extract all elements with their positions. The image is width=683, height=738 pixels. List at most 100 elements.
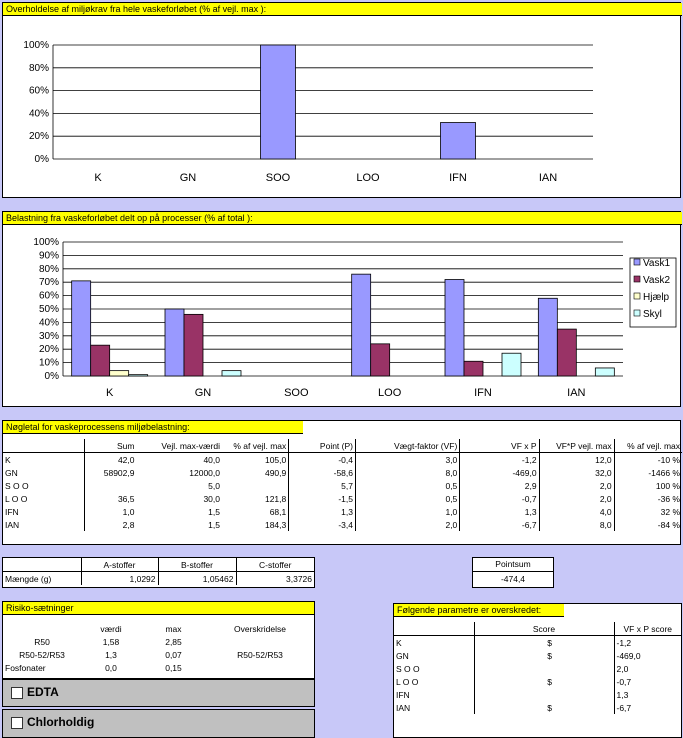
table-cell: 0,5	[355, 479, 461, 492]
table-cell: 40,0	[136, 452, 222, 466]
x-tick-label: K	[94, 172, 102, 184]
table-cell: GN	[3, 466, 85, 479]
y-tick-label: 100%	[33, 237, 59, 248]
table-cell: 0,15	[165, 662, 182, 673]
table-cell: 4,0	[539, 505, 615, 518]
table-cell: $	[547, 637, 552, 648]
chlorholdig-checkbox[interactable]	[11, 716, 23, 729]
table-row: IAN 2,8 1,5 184,3 -3,4 2,0 -6,7 8,0 -84 %	[3, 518, 682, 531]
table-cell: 105,0	[222, 452, 290, 466]
x-tick-label: IAN	[539, 172, 557, 184]
bar	[109, 370, 130, 377]
table-cell: 8,0	[539, 518, 615, 531]
header-cell: Point (P)	[288, 439, 356, 453]
key-figures-table: Sum Vejl. max-værdi % af vejl. max Point…	[3, 439, 682, 531]
table-cell: $	[547, 702, 552, 713]
spacer-cell	[554, 675, 615, 688]
x-tick-label: K	[106, 387, 114, 399]
table-cell: $	[547, 650, 552, 661]
table-cell: IFN	[394, 688, 475, 701]
x-tick-label: LOO	[378, 387, 402, 399]
bar	[128, 374, 149, 377]
table-cell: 12000,0	[189, 467, 220, 478]
key-figures-panel: Nøgletal for vaskeprocessens miljøbelast…	[2, 420, 682, 545]
table-row: R50 1,58 2,85	[3, 635, 314, 648]
table-cell: -6,7	[459, 518, 540, 531]
table-cell: 68,1	[222, 505, 290, 518]
edta-checkbox[interactable]	[11, 686, 23, 699]
x-tick-label: SOO	[266, 172, 291, 184]
table-cell	[474, 688, 554, 701]
y-tick-label: 40%	[39, 317, 59, 328]
stoffer-header: C-stoffer	[236, 558, 314, 572]
table-cell: 1,3	[105, 649, 117, 660]
key-figures-title: Nøgletal for vaskeprocessens miljøbelast…	[3, 421, 303, 434]
table-cell: -36 %	[657, 493, 680, 504]
table-cell: 490,9	[222, 466, 290, 479]
table-row: IFN 1,0 1,5 68,1 1,3 1,0 1,3 4,0 32 %	[3, 505, 682, 518]
table-cell: -1,5	[288, 492, 356, 505]
risiko-header	[3, 622, 81, 635]
table-cell: 32 %	[660, 506, 680, 517]
table-cell: 1,3	[459, 505, 540, 518]
table-row: K $ -1,2	[394, 635, 681, 649]
table-cell: 2,0	[539, 492, 615, 505]
table-cell: L O O	[394, 675, 475, 688]
table-row: S O O 5,0 5,7 0,5 2,9 2,0 100 %	[3, 479, 682, 492]
stoffer-row: Mængde (g) 1,0292 1,05462 3,3726	[3, 571, 314, 585]
y-tick-label: 0%	[35, 154, 50, 165]
table-cell: 5,0	[208, 480, 220, 491]
table-row: IAN $ -6,7	[394, 701, 681, 714]
x-tick-label: IFN	[474, 387, 492, 399]
chart1-panel: Overholdelse af miljøkrav fra hele vaske…	[2, 2, 682, 198]
table-cell: -469,0	[459, 466, 540, 479]
y-tick-label: 40%	[29, 108, 49, 119]
stoffer-table: A-stoffer B-stoffer C-stoffer Mængde (g)…	[3, 558, 314, 585]
edta-checkbox-row[interactable]: EDTA	[2, 679, 315, 707]
table-cell: 121,8	[222, 492, 290, 505]
y-tick-label: 80%	[29, 63, 49, 74]
stoffer-panel: A-stoffer B-stoffer C-stoffer Mængde (g)…	[2, 557, 315, 588]
table-cell: K	[3, 452, 85, 466]
pointsum-panel: Pointsum -474,4	[472, 557, 554, 588]
bar	[370, 343, 391, 377]
chlorholdig-checkbox-row[interactable]: Chlorholdig	[2, 709, 315, 738]
x-tick-label: GN	[195, 387, 212, 399]
table-cell: 36,5	[117, 493, 135, 504]
header-cell	[3, 439, 85, 453]
chart1-title: Overholdelse af miljøkrav fra hele vaske…	[3, 3, 682, 16]
legend-swatch	[633, 292, 641, 300]
table-cell: 2,0	[616, 663, 629, 674]
chlorholdig-label: Chlorholdig	[27, 715, 95, 729]
stoffer-header-row: A-stoffer B-stoffer C-stoffer	[3, 558, 314, 572]
table-cell: GN	[394, 649, 475, 662]
table-cell: -1,2	[459, 452, 540, 466]
stoffer-cell: 3,3726	[286, 573, 312, 584]
chart1-svg: 0% 20% 40% 60% 80% 100% K GN SOO LOO IFN IAN	[23, 40, 593, 184]
bar	[164, 308, 185, 377]
table-row: Fosfonater 0,0 0,15	[3, 661, 314, 674]
y-tick-label: 100%	[23, 40, 49, 51]
table-row: L O O $ -0,7	[394, 675, 681, 688]
table-cell: -6,7	[616, 702, 632, 713]
table-cell: S O O	[3, 479, 85, 492]
bar	[183, 313, 204, 377]
table-cell	[206, 661, 314, 674]
y-tick-label: 90%	[39, 250, 59, 261]
table-cell: -1466 %	[648, 467, 680, 478]
table-cell: 2,85	[165, 636, 182, 647]
risiko-header: Overskridelse	[234, 623, 286, 634]
pointsum-value: -474,4	[500, 574, 526, 584]
bar	[90, 344, 111, 377]
bar	[221, 370, 242, 377]
table-cell: -0,7	[459, 492, 540, 505]
pointsum-label: Pointsum	[473, 558, 553, 572]
risiko-header-row: værdi max Overskridelse	[3, 622, 314, 635]
table-cell	[222, 479, 290, 492]
table-row: S O O 2,0	[394, 662, 681, 675]
header-cell: VF x P	[459, 439, 540, 453]
header-cell: Vægt-faktor (VF)	[355, 439, 461, 453]
x-tick-label: IFN	[449, 172, 467, 184]
table-cell: R50	[34, 636, 50, 647]
legend-swatch	[633, 258, 641, 266]
